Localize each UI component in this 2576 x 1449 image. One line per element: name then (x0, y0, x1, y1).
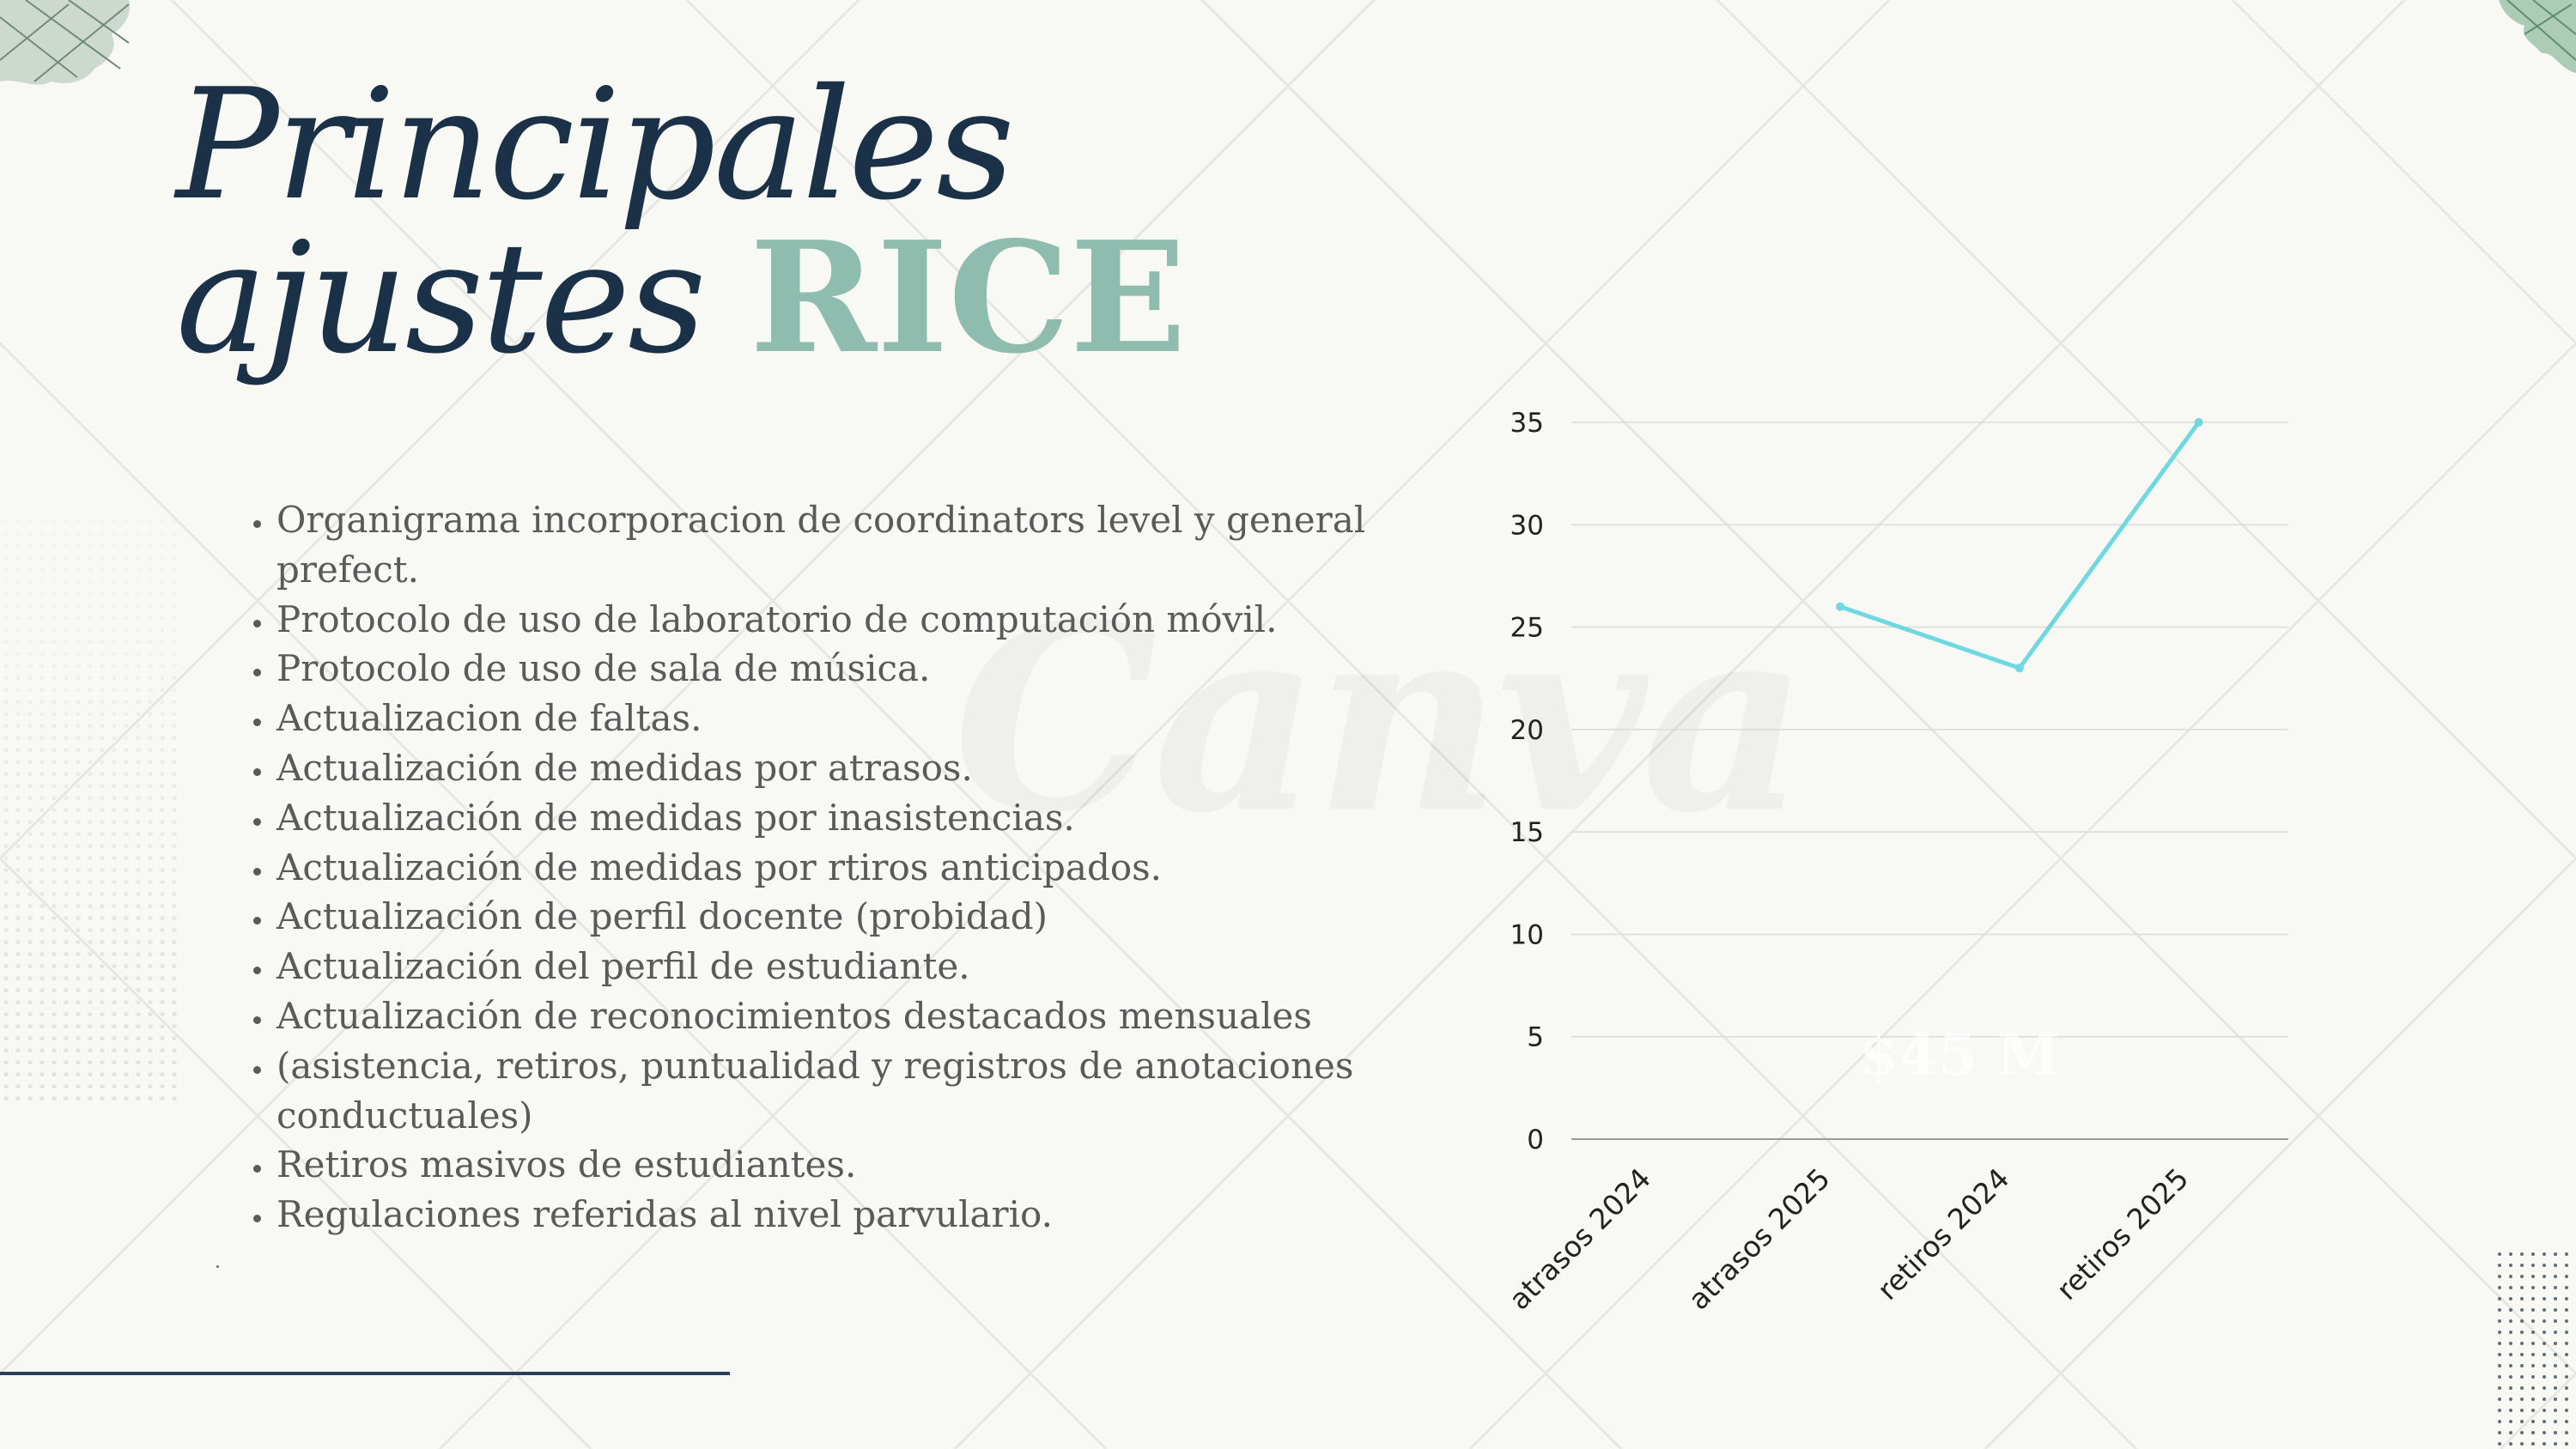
y-axis-ticks: 0 5 10 15 20 25 30 35 (1510, 408, 1544, 1155)
data-point (2014, 664, 2024, 673)
list-item: Actualización de medidas por inasistenci… (275, 793, 1382, 843)
list-item: Actualización de reconocimientos destaca… (275, 991, 1382, 1041)
y-tick-label: 35 (1510, 408, 1544, 439)
x-tick-label: atrasos 2025 (1681, 1161, 1836, 1316)
list-item: Actualización del perfil de estudiante. (275, 942, 1382, 991)
series-line (1839, 421, 2201, 670)
data-point (1836, 602, 1845, 611)
y-tick-label: 10 (1510, 919, 1544, 950)
list-item: Actualización de medidas por rtiros anti… (275, 843, 1382, 893)
y-tick-label: 30 (1510, 510, 1544, 541)
title-line-1: Principales (176, 56, 1015, 233)
title-line-2: ajustes RICE (176, 221, 1187, 375)
list-item: Regulaciones referidas al nivel parvular… (275, 1190, 1382, 1240)
y-tick-label: 20 (1510, 715, 1544, 746)
ghost-value-label: $45 M (1859, 1022, 2060, 1088)
list-item: (asistencia, retiros, puntualidad y regi… (275, 1041, 1382, 1141)
divider-line (0, 1372, 730, 1375)
title-line-2-prefix: ajustes (176, 209, 707, 387)
list-item: Actualizacion de faltas. (275, 694, 1382, 743)
y-tick-label: 5 (1527, 1022, 1544, 1053)
y-tick-label: 25 (1510, 613, 1544, 644)
x-tick-label: retiros 2024 (1871, 1161, 2016, 1307)
corner-texture-top-left (0, 0, 130, 85)
x-tick-label: atrasos 2024 (1503, 1161, 1657, 1316)
x-axis-ticks: atrasos 2024 atrasos 2025 retiros 2024 reti… (1503, 1161, 2196, 1316)
slide-title: Principales ajustes RICE (176, 69, 1187, 375)
halftone-dots-right (2494, 1249, 2576, 1449)
list-item: Organigrama incorporacion de coordinator… (275, 495, 1382, 595)
halftone-dots-left (0, 515, 180, 1103)
list-item: Protocolo de uso de laboratorio de compu… (275, 595, 1382, 645)
list-item: Retiros masivos de estudiantes. (275, 1140, 1382, 1190)
list-item: Protocolo de uso de sala de música. (275, 644, 1382, 694)
stray-dot (216, 1265, 219, 1268)
data-point (2194, 418, 2203, 427)
list-item: Actualización de medidas por atrasos. (275, 743, 1382, 793)
corner-texture-top-right (2499, 0, 2576, 73)
y-tick-label: 0 (1527, 1125, 1544, 1155)
x-tick-label: retiros 2025 (2050, 1161, 2195, 1307)
title-accent: RICE (750, 208, 1187, 387)
series-layer (1836, 418, 2203, 673)
grid-lines (1571, 421, 2288, 1140)
adjustments-list: Organigrama incorporacion de coordinator… (239, 495, 1382, 1240)
list-item: Actualización de perfil docente (probida… (275, 892, 1382, 942)
y-tick-label: 15 (1510, 817, 1544, 848)
